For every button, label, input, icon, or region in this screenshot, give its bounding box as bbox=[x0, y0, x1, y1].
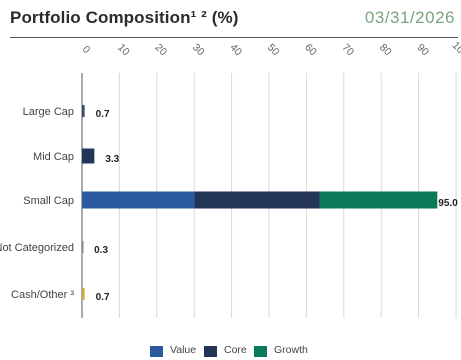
as-of-date: 03/31/2026 bbox=[364, 8, 455, 27]
bar-total bbox=[82, 105, 85, 117]
bar-growth-segment bbox=[319, 191, 438, 209]
x-tick-label: 50 bbox=[265, 42, 282, 59]
bar-total bbox=[82, 148, 95, 164]
chart-header: Portfolio Composition¹ ² (%) 03/31/2026 bbox=[10, 7, 455, 33]
legend-swatch-growth bbox=[254, 346, 267, 357]
x-tick-label: 30 bbox=[190, 42, 207, 59]
bar-value-segment bbox=[82, 191, 195, 209]
legend-swatch-core bbox=[204, 346, 217, 357]
value-label: 0.7 bbox=[96, 109, 110, 120]
value-label: 0.3 bbox=[94, 245, 108, 256]
legend-swatch-value bbox=[150, 346, 163, 357]
category-label: Mid Cap bbox=[33, 151, 74, 163]
header-rule bbox=[10, 37, 458, 38]
bar-core-segment bbox=[194, 191, 320, 209]
category-label: Cash/Other ³ bbox=[11, 289, 74, 301]
x-tick-label: 70 bbox=[340, 42, 357, 59]
bar-total bbox=[82, 241, 84, 253]
x-tick-label: 40 bbox=[227, 42, 244, 59]
bar-total bbox=[82, 288, 85, 300]
bar-chart: 0 10 20 30 40 50 60 70 80 90 100 Large Cap Mid Cap Sm… bbox=[0, 39, 461, 318]
legend-label-value: Value bbox=[170, 344, 197, 356]
value-label: 95.0 bbox=[438, 198, 458, 209]
category-label: Not Categorized bbox=[0, 242, 74, 254]
x-tick-label: 90 bbox=[414, 42, 431, 59]
x-tick-label: 10 bbox=[115, 42, 132, 59]
legend-label-core: Core bbox=[224, 344, 247, 356]
x-tick-label: 20 bbox=[153, 42, 170, 59]
value-label: 3.3 bbox=[105, 154, 119, 165]
x-tick-label: 100 bbox=[450, 39, 461, 60]
x-tick-label: 60 bbox=[302, 42, 319, 59]
category-label: Small Cap bbox=[23, 195, 74, 207]
x-tick-label: 80 bbox=[377, 42, 394, 59]
category-label: Large Cap bbox=[23, 106, 74, 118]
chart-title: Portfolio Composition¹ ² (%) bbox=[10, 8, 239, 27]
x-tick-label: 0 bbox=[80, 44, 93, 57]
value-label: 0.7 bbox=[96, 292, 110, 303]
chart-legend: Value Core Growth bbox=[0, 343, 461, 359]
legend-label-growth: Growth bbox=[274, 344, 308, 356]
